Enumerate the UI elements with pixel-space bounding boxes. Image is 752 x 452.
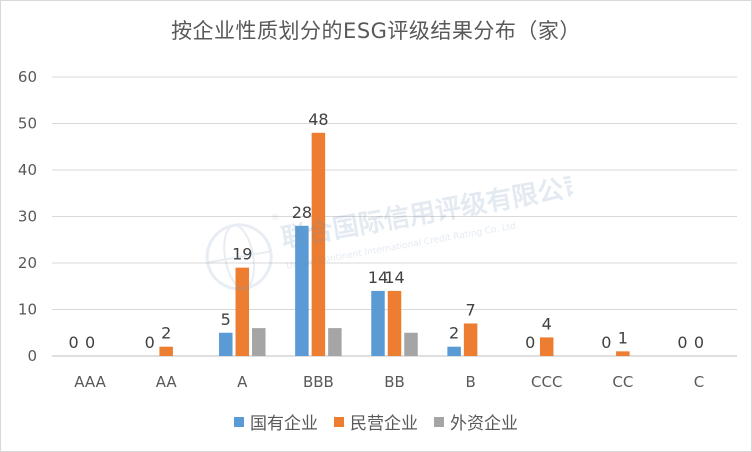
- data-label: 48: [308, 110, 328, 129]
- legend: 国有企业 民营企业 外资企业: [1, 409, 751, 434]
- x-tick-label: CCC: [531, 373, 562, 391]
- data-label: 0: [145, 333, 155, 352]
- bar: [447, 346, 461, 356]
- data-label: 0: [68, 333, 78, 352]
- y-tick-label: 0: [27, 347, 37, 365]
- x-tick-label: C: [694, 373, 704, 391]
- y-tick-label: 60: [18, 68, 37, 86]
- bar: [219, 332, 233, 356]
- data-label: 14: [384, 268, 404, 287]
- watermark-mark: ®: [270, 212, 281, 223]
- y-tick-label: 20: [18, 254, 37, 272]
- chart-title: 按企业性质划分的ESG评级结果分布（家）: [171, 19, 581, 43]
- bar: [463, 323, 478, 356]
- bar: [311, 132, 326, 356]
- legend-swatch: [234, 416, 244, 427]
- legend-swatch: [334, 416, 344, 427]
- y-tick-label: 50: [18, 115, 37, 133]
- legend-label: 民营企业: [350, 414, 418, 434]
- x-axis-ticks: AAA AA A BBB BB B CCC CC C: [74, 373, 704, 391]
- y-axis-ticks: 0 10 20 30 40 50 60: [18, 68, 37, 365]
- x-tick-label: B: [465, 373, 475, 391]
- legend-label: 国有企业: [250, 414, 318, 434]
- data-label: 0: [85, 333, 95, 352]
- x-tick-label: BB: [384, 373, 405, 391]
- bar: [404, 332, 418, 356]
- bar: [328, 328, 342, 356]
- data-label: 0: [677, 333, 687, 352]
- x-tick-label: CC: [612, 373, 633, 391]
- y-tick-label: 40: [18, 161, 37, 179]
- legend-swatch: [434, 416, 444, 427]
- legend-item: 国有企业: [234, 409, 318, 434]
- data-label: 0: [525, 333, 535, 352]
- bar: [371, 290, 385, 356]
- x-tick-label: AA: [156, 373, 178, 391]
- data-label: 4: [542, 314, 552, 333]
- bar: [159, 346, 173, 356]
- data-label: 0: [601, 333, 611, 352]
- x-tick-label: BBB: [303, 373, 334, 391]
- data-label: 7: [466, 300, 476, 319]
- bar: [387, 290, 402, 356]
- data-label: 2: [449, 324, 459, 343]
- legend-item: 外资企业: [434, 409, 518, 434]
- y-tick-label: 10: [18, 301, 37, 319]
- data-label: 28: [292, 203, 312, 222]
- data-label: 14: [368, 268, 388, 287]
- legend-item: 民营企业: [334, 409, 418, 434]
- bars: [159, 132, 630, 356]
- bar: [616, 351, 630, 356]
- bar: [235, 267, 250, 356]
- bar: [539, 337, 554, 356]
- data-label: 1: [618, 328, 628, 347]
- data-label: 5: [221, 310, 231, 329]
- legend-label: 外资企业: [450, 414, 518, 434]
- bar: [252, 328, 266, 356]
- watermark-logo: ® 联合国际信用评级有限公司 United Continent Internat…: [188, 129, 584, 323]
- x-tick-label: A: [237, 373, 248, 391]
- data-label: 19: [232, 245, 252, 264]
- globe-icon: [205, 223, 273, 291]
- y-tick-label: 30: [18, 208, 37, 226]
- data-label: 2: [161, 324, 171, 343]
- data-label: 0: [694, 333, 704, 352]
- x-tick-label: AAA: [74, 373, 106, 391]
- bar: [295, 225, 309, 356]
